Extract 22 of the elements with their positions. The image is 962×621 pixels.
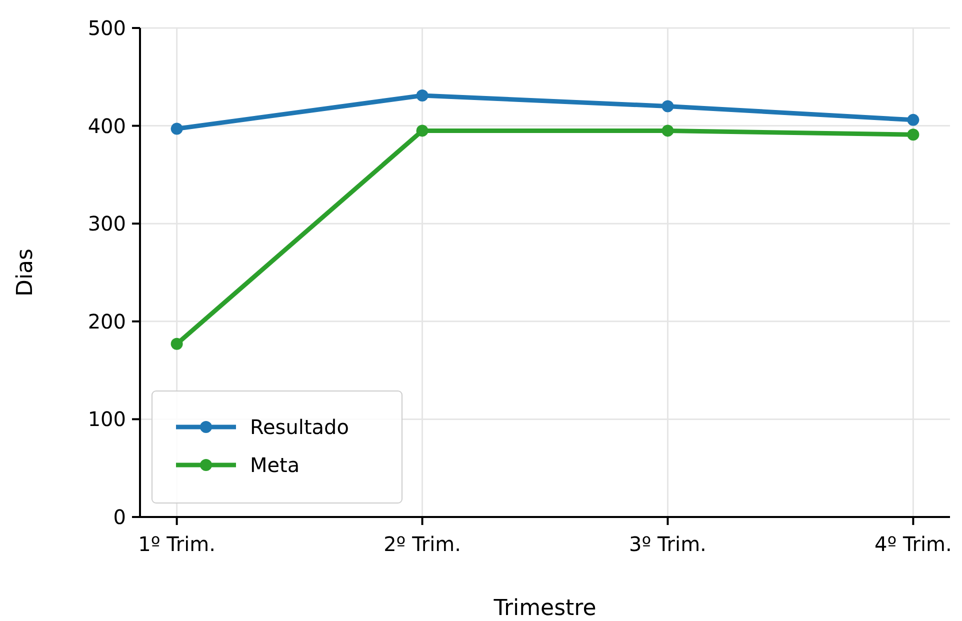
point [416, 89, 428, 102]
x-tick-label: 3º Trim. [629, 532, 706, 556]
y-tick-label: 300 [88, 212, 126, 236]
x-tick-label: 1º Trim. [138, 532, 216, 556]
y-tick-label: 0 [113, 505, 126, 529]
point [170, 338, 183, 350]
point [416, 124, 428, 137]
point [907, 114, 920, 126]
y-axis-title: Dias [13, 248, 38, 296]
x-axis-title: Trimestre [492, 596, 596, 621]
point [907, 128, 920, 141]
y-tick-label: 100 [88, 407, 126, 432]
point [662, 124, 674, 137]
x-tick-label: 4º Trim. [874, 532, 952, 556]
point [662, 100, 674, 112]
y-tick-label: 200 [88, 309, 126, 334]
legend-label: Meta [250, 453, 300, 477]
point [170, 122, 183, 135]
y-tick-label: 400 [88, 114, 126, 138]
y-tick-label: 500 [88, 16, 126, 40]
legend-label: Resultado [250, 415, 349, 439]
x-tick-label: 2º Trim. [384, 532, 461, 556]
